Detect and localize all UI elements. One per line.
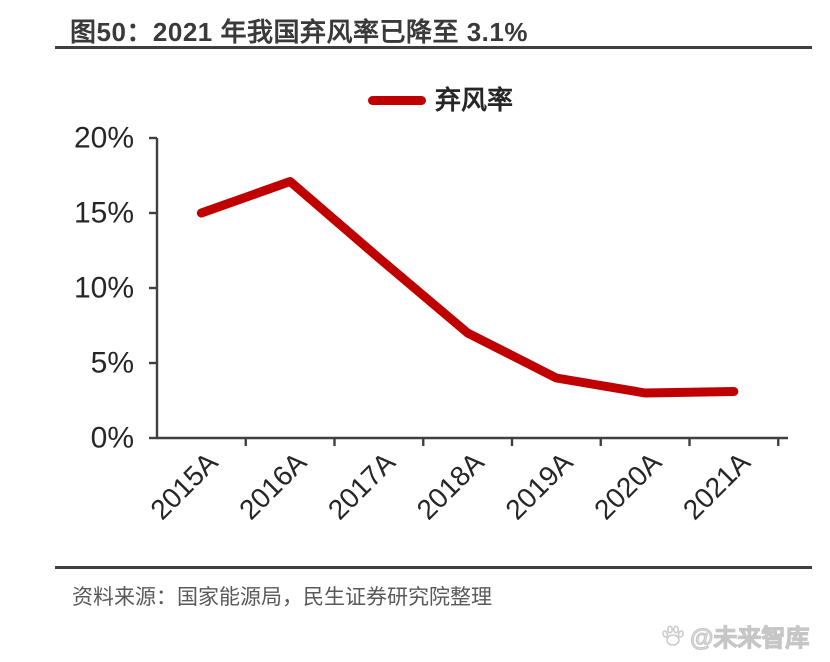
legend-series-label: 弃风率 bbox=[435, 85, 514, 115]
series-line-wind-curtailment bbox=[196, 177, 739, 398]
figure-title: 图50：2021 年我国弃风率已降至 3.1% bbox=[70, 17, 528, 47]
source-note: 资料来源：国家能源局，民生证券研究院整理 bbox=[72, 586, 492, 609]
y-tick-label: 5% bbox=[91, 347, 134, 380]
x-tick-label: 2018A bbox=[411, 446, 490, 525]
axis-lines bbox=[155, 138, 788, 440]
watermark-text: @未来智库 bbox=[689, 625, 810, 653]
x-tick-label: 2020A bbox=[588, 446, 667, 525]
y-tick-label: 20% bbox=[74, 122, 134, 155]
y-tick-label: 15% bbox=[74, 197, 134, 230]
x-tick-label: 2017A bbox=[322, 446, 401, 525]
x-tick-label: 2021A bbox=[677, 446, 756, 525]
x-tick-label: 2016A bbox=[233, 446, 312, 525]
chart-legend: 弃风率 bbox=[368, 87, 513, 113]
title-divider bbox=[55, 46, 812, 49]
x-tick-label: 2015A bbox=[144, 446, 223, 525]
y-tick-label: 0% bbox=[91, 422, 134, 455]
x-tick-label: 2019A bbox=[499, 446, 578, 525]
paw-icon bbox=[662, 624, 684, 646]
legend-line-marker bbox=[368, 95, 426, 105]
footer-divider bbox=[55, 566, 812, 569]
y-tick-label: 10% bbox=[74, 272, 134, 305]
watermark: @未来智库 bbox=[660, 618, 810, 653]
